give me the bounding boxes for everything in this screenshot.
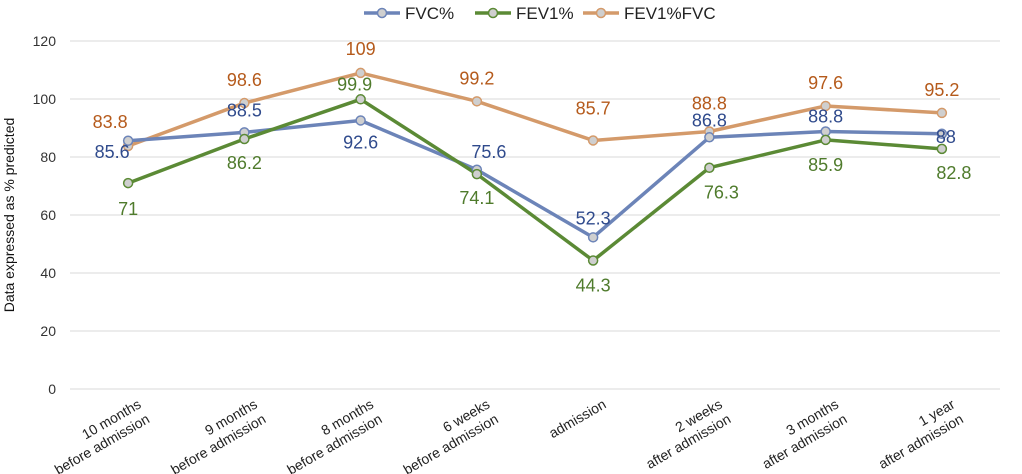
x-tick-label: 6 weeksbefore admission xyxy=(392,396,501,474)
y-tick-label-0: 0 xyxy=(48,381,56,397)
x-tick-label: 2 weeksafter admission xyxy=(635,396,734,472)
data-label-FEV1%: 71 xyxy=(118,199,138,219)
x-tick-label: 3 monthsafter admission xyxy=(751,396,850,472)
data-point-FEV1%FVC xyxy=(587,135,599,146)
data-label-FEV1%: 86.2 xyxy=(227,153,262,173)
data-label-FEV1%FVC: 97.6 xyxy=(808,73,843,93)
x-tick-label: 1 yearafter admission xyxy=(867,396,966,472)
x-tick-label: 9 monthsbefore admission xyxy=(160,396,269,474)
data-label-FVC%: 75.6 xyxy=(471,142,506,162)
data-point-FVC% xyxy=(704,132,715,143)
data-point-FEV1% xyxy=(587,255,599,266)
data-label-FEV1%FVC: 85.7 xyxy=(576,98,611,118)
x-tick-label: 10 monthsbefore admission xyxy=(43,396,152,474)
legend-swatch-marker-FVC% xyxy=(376,7,388,19)
y-tick-label-60: 60 xyxy=(40,207,56,223)
data-label-FEV1%FVC: 95.2 xyxy=(924,80,959,100)
data-labels: 85.688.592.6 75.652.386.8 88.8887186.299.9… xyxy=(93,39,972,296)
data-label-FEV1%FVC: 109 xyxy=(346,39,376,59)
data-point-FEV1% xyxy=(239,133,250,145)
data-label-FEV1%: 85.9 xyxy=(808,155,843,175)
data-label-FVC%: 88.5 xyxy=(227,100,262,120)
data-label-FEV1%: 74.1 xyxy=(459,188,494,208)
legend-label-FVC%: FVC% xyxy=(405,4,454,23)
data-point-FEV1% xyxy=(820,134,831,146)
x-tick-label: admission xyxy=(546,396,609,441)
data-point-FEV1%FVC xyxy=(820,100,831,112)
x-tick-label-line: admission xyxy=(546,396,609,441)
data-point-FEV1%FVC xyxy=(239,97,250,109)
data-point-FEV1% xyxy=(936,143,948,155)
series-line-FEV1% xyxy=(127,97,943,263)
data-label-FEV1%: 99.9 xyxy=(337,74,372,94)
y-tick-label-120: 120 xyxy=(33,33,57,49)
data-point-FEV1%FVC xyxy=(471,96,483,107)
x-axis-ticks: 10 monthsbefore admission 9 monthsbefore … xyxy=(43,396,966,474)
data-label-FEV1%FVC: 99.2 xyxy=(459,68,494,88)
data-label-FVC%: 85.6 xyxy=(95,142,130,162)
data-point-FVC% xyxy=(820,126,831,137)
data-label-FVC%: 86.8 xyxy=(692,110,727,130)
data-label-FVC%: 88.8 xyxy=(808,106,843,126)
data-point-FVC% xyxy=(587,232,599,243)
data-point-FEV1% xyxy=(704,162,715,173)
y-axis-label: Data expressed as % predicted xyxy=(1,118,17,313)
data-point-FEV1% xyxy=(355,94,366,105)
data-label-FEV1%FVC: 98.6 xyxy=(227,70,262,90)
y-tick-label-40: 40 xyxy=(40,265,56,281)
data-label-FEV1%FVC: 83.8 xyxy=(93,112,128,132)
data-point-FVC% xyxy=(936,128,948,140)
data-label-FVC%: 88 xyxy=(936,127,956,147)
series-line-FEV1%FVC xyxy=(127,71,942,148)
y-tick-label-100: 100 xyxy=(33,91,57,107)
data-point-FVC% xyxy=(122,135,134,147)
data-label-FVC%: 92.6 xyxy=(343,132,378,152)
data-label-FEV1%: 82.8 xyxy=(936,163,971,183)
data-point-FEV1%FVC xyxy=(936,107,948,119)
y-axis-ticks: 0 20 40 60 80 100 120 xyxy=(33,33,57,397)
data-point-FEV1% xyxy=(122,177,134,189)
series-line-FVC% xyxy=(127,118,942,240)
data-label-FEV1%FVC: 88.8 xyxy=(692,93,727,113)
data-label-FEV1%: 44.3 xyxy=(576,276,611,296)
legend-label-FEV1%FVC: FEV1%FVC xyxy=(624,4,716,23)
legend-label-FEV1%: FEV1% xyxy=(516,4,574,23)
series-lines xyxy=(127,71,943,263)
gridlines xyxy=(70,40,1000,390)
legend-swatch-marker-FEV1% xyxy=(487,7,499,19)
data-label-FVC%: 52.3 xyxy=(576,208,611,228)
x-tick-label: 8 monthsbefore admission xyxy=(276,396,385,474)
data-label-FEV1%: 76.3 xyxy=(704,183,739,203)
y-tick-label-20: 20 xyxy=(40,323,56,339)
data-point-FVC% xyxy=(355,115,366,126)
data-point-FEV1%FVC xyxy=(355,67,366,79)
chart-legend: FVC% FEV1% FEV1%FVC xyxy=(364,4,716,23)
legend-swatch-marker-FEV1%FVC xyxy=(595,7,607,19)
series-points xyxy=(122,67,948,266)
data-point-FEV1% xyxy=(471,168,483,180)
y-tick-label-80: 80 xyxy=(40,149,56,165)
